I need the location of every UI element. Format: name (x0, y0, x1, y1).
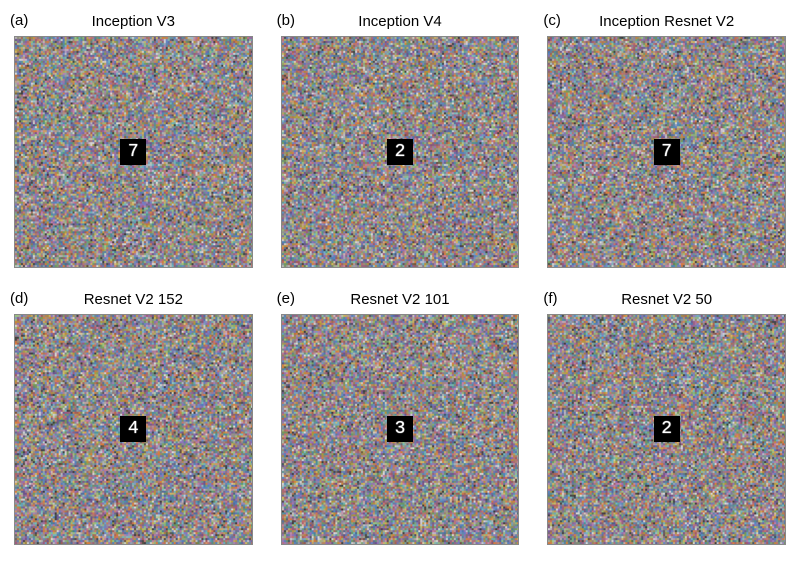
panel-letter: (c) (543, 12, 561, 29)
panel-c: (c) Inception Resnet V2 7 (547, 12, 786, 268)
panel-letter: (b) (277, 12, 295, 29)
mnist-digit-chip: 4 (120, 416, 146, 442)
panel-title: Inception V3 (14, 12, 253, 32)
digit-label: 7 (128, 142, 139, 162)
panel-title: Inception Resnet V2 (547, 12, 786, 32)
digit-label: 3 (395, 419, 406, 439)
adversarial-image: 7 (14, 36, 253, 268)
panel-letter: (f) (543, 290, 557, 307)
mnist-digit-chip: 3 (387, 416, 413, 442)
adversarial-image: 4 (14, 314, 253, 546)
panel-letter: (d) (10, 290, 28, 307)
panel-b: (b) Inception V4 2 (281, 12, 520, 268)
panel-d: (d) Resnet V2 152 4 (14, 290, 253, 546)
digit-label: 4 (128, 419, 139, 439)
mnist-digit-chip: 7 (654, 139, 680, 165)
panel-e: (e) Resnet V2 101 3 (281, 290, 520, 546)
panel-title: Resnet V2 50 (547, 290, 786, 310)
adversarial-image: 7 (547, 36, 786, 268)
digit-label: 2 (395, 142, 406, 162)
adversarial-image: 3 (281, 314, 520, 546)
adversarial-image: 2 (547, 314, 786, 546)
mnist-digit-chip: 2 (654, 416, 680, 442)
mnist-digit-chip: 7 (120, 139, 146, 165)
panel-title: Inception V4 (281, 12, 520, 32)
panel-f: (f) Resnet V2 50 2 (547, 290, 786, 546)
panel-a: (a) Inception V3 7 (14, 12, 253, 268)
adversarial-image: 2 (281, 36, 520, 268)
digit-label: 7 (661, 142, 672, 162)
panel-title: Resnet V2 101 (281, 290, 520, 310)
figure-grid: (a) Inception V3 7 (b) Inception V4 2 (c… (14, 12, 786, 545)
panel-letter: (e) (277, 290, 295, 307)
panel-title: Resnet V2 152 (14, 290, 253, 310)
digit-label: 2 (661, 419, 672, 439)
panel-letter: (a) (10, 12, 28, 29)
mnist-digit-chip: 2 (387, 139, 413, 165)
